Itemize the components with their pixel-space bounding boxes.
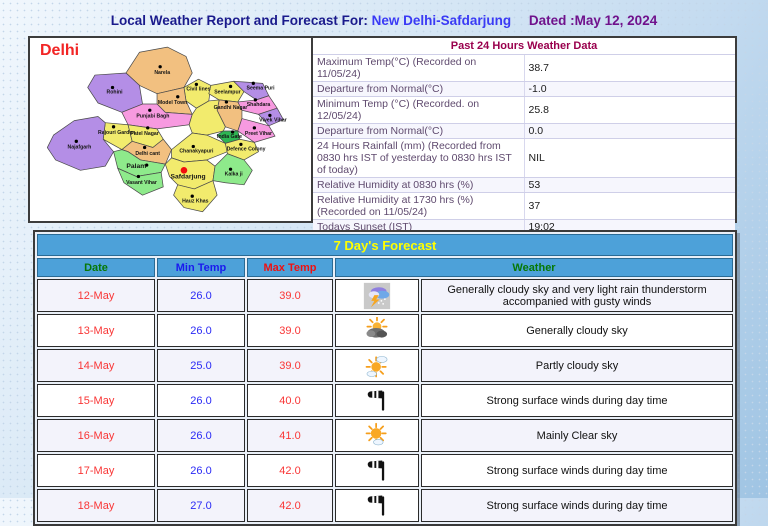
district-vivek-vihar — [258, 107, 284, 127]
district-najafgarh — [46, 116, 114, 171]
forecast-max-temp: 39.0 — [247, 314, 333, 347]
district-kalka-ji — [212, 153, 253, 186]
forecast-date: 17-May — [37, 454, 155, 487]
column-header-weather: Weather — [335, 258, 733, 277]
table-row: Departure from Normal(°C) 0.0 — [313, 123, 735, 139]
forecast-max-temp: 39.0 — [247, 349, 333, 382]
forecast-min-temp: 26.0 — [157, 314, 245, 347]
map-label-preet-vihar: Preet Vihar — [245, 131, 272, 137]
forecast-min-temp: 26.0 — [157, 419, 245, 452]
forecast-max-temp: 41.0 — [247, 419, 333, 452]
forecast-row: 15-May 26.0 40.0 Strong surface winds du… — [37, 384, 733, 417]
forecast-description: Strong surface winds during day time — [421, 489, 733, 522]
district-vasant-vihar — [117, 167, 164, 196]
sun-behind-cloud-icon — [363, 317, 391, 345]
safdarjung-marker — [180, 166, 188, 174]
map-label-patel-nagar: Patel Nagar — [130, 131, 158, 137]
forecast-row: 12-May 26.0 39.0 Generally cloudy sky an… — [37, 279, 733, 312]
past24-title: Past 24 Hours Weather Data — [313, 38, 735, 55]
map-label-vasant-vihar: Vasant Vihar — [126, 180, 157, 186]
map-label-civil-lines: Civil lines — [186, 87, 210, 93]
thunderstorm-rain-icon — [363, 282, 391, 310]
map-title: Delhi — [40, 42, 80, 59]
table-row: Relative Humidity at 1730 hrs (%) (Recor… — [313, 192, 735, 220]
title-prefix: Local Weather Report and Forecast For: — [110, 13, 368, 28]
forecast-min-temp: 26.0 — [157, 279, 245, 312]
past-24-hours-panel: Past 24 Hours Weather Data Maximum Temp(… — [313, 38, 735, 280]
map-label-chanakyapuri: Chanakyapuri — [179, 149, 214, 155]
map-label-india-gate: India Gate — [217, 134, 242, 140]
windsock-icon — [363, 457, 391, 485]
map-label-defence-colony: Defence Colony — [227, 147, 266, 153]
forecast-min-temp: 26.0 — [157, 384, 245, 417]
map-label-hauz-khas: Hauz Khas — [182, 198, 208, 204]
table-row: Departure from Normal(°C) -1.0 — [313, 81, 735, 97]
forecast-date: 14-May — [37, 349, 155, 382]
map-label-narela: Narela — [154, 70, 170, 76]
map-label-shahdara: Shahdara — [247, 102, 271, 108]
column-header-max-temp: Max Temp — [247, 258, 333, 277]
map-label-rohini: Rohini — [107, 90, 124, 96]
district-hauz-khas — [173, 180, 218, 213]
forecast-description: Partly cloudy sky — [421, 349, 733, 382]
forecast-min-temp: 26.0 — [157, 454, 245, 487]
map-label-delhi-cant: Delhi cant — [135, 151, 160, 157]
forecast-date: 12-May — [37, 279, 155, 312]
forecast-max-temp: 39.0 — [247, 279, 333, 312]
forecast-date: 18-May — [37, 489, 155, 522]
table-row: Minimum Temp (°C) (Recorded. on 12/05/24… — [313, 96, 735, 124]
page-title: Local Weather Report and Forecast For: N… — [0, 13, 768, 28]
delhi-map: Delhi — [30, 38, 313, 221]
map-label-seelampur: Seelampur — [214, 90, 240, 96]
forecast-description: Generally cloudy sky — [421, 314, 733, 347]
district-preet-vihar — [237, 118, 276, 143]
forecast-min-temp: 27.0 — [157, 489, 245, 522]
forecast-row: 17-May 26.0 42.0 Strong surface winds du… — [37, 454, 733, 487]
forecast-table: 7 Day's Forecast Date Min Temp Max Temp … — [33, 230, 737, 526]
map-label-palam: Palam — [126, 163, 146, 170]
map-label-safdarjung: Safdarjung — [171, 174, 206, 181]
column-header-min-temp: Min Temp — [157, 258, 245, 277]
table-row: Relative Humidity at 0830 hrs (%) 53 — [313, 177, 735, 193]
windsock-icon — [363, 492, 391, 520]
map-label-vivek-vihar: Vivek Vihar — [259, 118, 287, 124]
forecast-max-temp: 42.0 — [247, 489, 333, 522]
map-label-najafgarh: Najafgarh — [67, 145, 91, 151]
sun-small-cloud-icon — [363, 422, 391, 450]
forecast-description: Generally cloudy sky and very light rain… — [421, 279, 733, 312]
forecast-max-temp: 42.0 — [247, 454, 333, 487]
forecast-row: 14-May 25.0 39.0 Partly cloudy sky — [37, 349, 733, 382]
dated-label: Dated :May 12, 2024 — [528, 13, 658, 28]
map-label-gandhi-nagar: Gandhi Nagar — [214, 105, 248, 111]
forecast-max-temp: 40.0 — [247, 384, 333, 417]
forecast-row: 18-May 27.0 42.0 Strong surface winds du… — [37, 489, 733, 522]
forecast-row: 13-May 26.0 39.0 Generally cloudy sky — [37, 314, 733, 347]
forecast-date: 13-May — [37, 314, 155, 347]
forecast-row: 16-May 26.0 41.0 Mainly Clear sky — [37, 419, 733, 452]
partly-cloudy-icon — [363, 352, 391, 380]
table-row: 24 Hours Rainfall (mm) (Recorded from 08… — [313, 138, 735, 178]
map-label-seema-puri: Seema Puri — [247, 86, 276, 92]
forecast-description: Strong surface winds during day time — [421, 454, 733, 487]
top-panel: Delhi — [28, 36, 737, 280]
map-label-model-town: Model Town — [158, 100, 187, 106]
windsock-icon — [363, 387, 391, 415]
table-row: Maximum Temp(°C) (Recorded on 11/05/24) 3… — [313, 54, 735, 82]
map-label-rajouri-garden: Rajouri Garden — [98, 130, 135, 136]
forecast-description: Strong surface winds during day time — [421, 384, 733, 417]
delhi-districts-map: Narela Rohini Civil lines Model Town See… — [46, 46, 287, 213]
forecast-min-temp: 25.0 — [157, 349, 245, 382]
forecast-date: 15-May — [37, 384, 155, 417]
forecast-date: 16-May — [37, 419, 155, 452]
forecast-title: 7 Day's Forecast — [37, 234, 733, 256]
station-name: New Delhi-Safdarjung — [371, 13, 512, 28]
column-header-date: Date — [37, 258, 155, 277]
forecast-description: Mainly Clear sky — [421, 419, 733, 452]
map-label-punjabi-bagh: Punjabi Bagh — [136, 114, 169, 120]
map-label-kalka-ji: Kalka ji — [225, 171, 244, 177]
